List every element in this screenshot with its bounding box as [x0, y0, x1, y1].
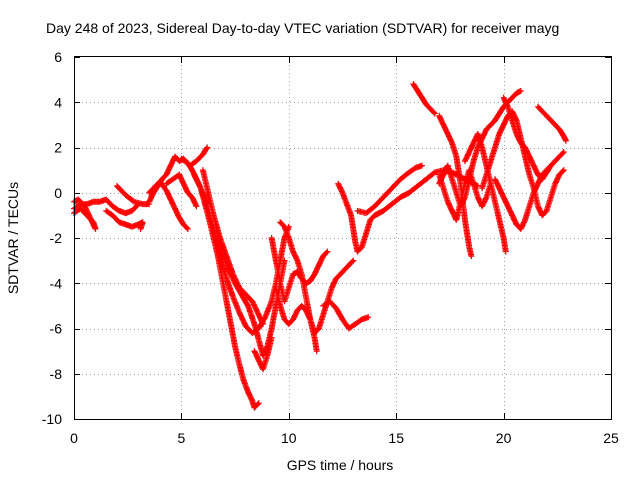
y-tick-label: 0 [54, 185, 62, 201]
y-tick-label: -2 [50, 230, 63, 246]
y-tick-label: 2 [54, 140, 62, 156]
x-tick-label: 5 [178, 430, 186, 446]
y-tick-label: 6 [54, 49, 62, 65]
x-tick-label: 15 [388, 430, 404, 446]
y-tick-label: -4 [50, 275, 63, 291]
x-tick-label: 10 [281, 430, 297, 446]
y-axis-label: SDTVAR / TECUs [5, 182, 21, 294]
x-axis-label: GPS time / hours [287, 457, 394, 473]
data-points [71, 81, 569, 411]
plot-frame [74, 56, 612, 420]
sdtvar-series [71, 81, 569, 411]
y-tick-label: 4 [54, 94, 62, 110]
y-tick-label: -10 [42, 411, 62, 427]
chart-title: Day 248 of 2023, Sidereal Day-to-day VTE… [46, 20, 559, 36]
x-tick-label: 0 [70, 430, 78, 446]
y-tick-label: -6 [50, 321, 63, 337]
x-tick-labels: 0 5 10 15 20 25 [70, 430, 619, 446]
x-tick-label: 25 [603, 430, 619, 446]
grid [74, 57, 611, 419]
y-tick-labels: -10 -8 -6 -4 -2 0 2 4 6 [42, 49, 62, 427]
x-tick-label: 20 [496, 430, 512, 446]
y-tick-label: -8 [50, 366, 63, 382]
